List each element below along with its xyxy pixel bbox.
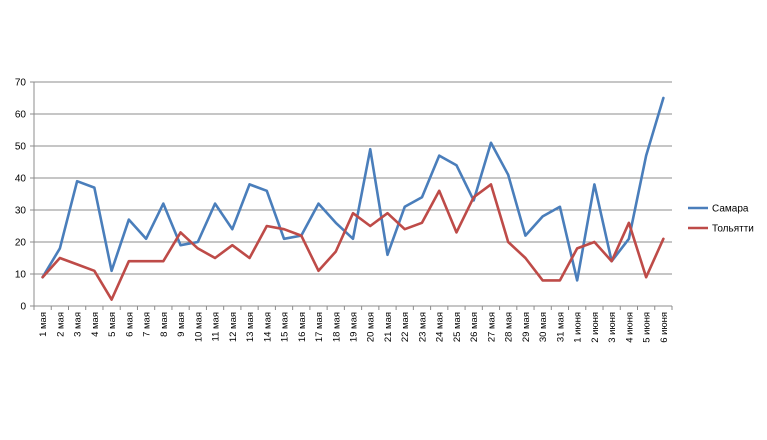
x-tick-label: 1 мая [38,312,49,337]
x-tick-label: 17 мая [314,312,325,342]
gridlines [34,82,672,274]
x-tick-label: 6 мая [124,312,135,337]
x-tick-label: 9 мая [176,312,187,337]
x-tick-label: 16 мая [297,312,308,342]
x-tick-label: 20 мая [366,312,377,342]
y-tick-label: 20 [15,238,27,249]
x-tick-label: 12 мая [228,312,239,342]
x-tick-label: 18 мая [331,312,342,342]
x-tick-label: 14 мая [262,312,273,342]
x-tick-label: 6 июня [659,312,670,343]
x-tick-label: 2 июня [590,312,601,343]
legend: Самара Тольятти [688,204,754,235]
x-tick-label: 3 июня [607,312,618,343]
legend-label: Самара [712,204,749,215]
x-tick-label: 8 мая [159,312,170,337]
x-tick-label: 21 мая [383,312,394,342]
y-tick-label: 60 [15,110,27,121]
x-tick-label: 23 мая [417,312,428,342]
x-tick-label: 25 мая [452,312,463,342]
x-tick-label: 15 мая [280,312,291,342]
series-lines [43,98,664,300]
x-tick-label: 10 мая [193,312,204,342]
x-tick-label: 29 мая [521,312,532,342]
x-tick-label: 31 мая [555,312,566,342]
x-tick-label: 19 мая [349,312,360,342]
x-tick-label: 3 мая [73,312,84,337]
x-tick-label: 30 мая [538,312,549,342]
x-axis-ticks: 1 мая 2 мая 3 мая 4 мая 5 мая 6 мая 7 мая 8 мая… [38,312,670,343]
x-tick-label: 1 июня [573,312,584,343]
y-tick-label: 70 [15,78,27,89]
x-tick-label: 24 мая [435,312,446,342]
x-tick-label: 22 мая [400,312,411,342]
y-tick-label: 30 [15,206,27,217]
x-tick-label: 27 мая [486,312,497,342]
y-tick-label: 10 [15,270,27,281]
x-tick-label: 2 мая [55,312,66,337]
x-tick-label: 5 мая [107,312,118,337]
y-tick-label: 40 [15,174,27,185]
x-tick-label: 28 мая [504,312,515,342]
x-tick-label: 11 мая [211,312,222,341]
series-line [43,98,664,280]
x-tick-label: 4 июня [624,312,635,343]
x-tick-label: 26 мая [469,312,480,342]
x-tick-label: 7 мая [142,312,153,337]
x-tick-label: 13 мая [245,312,256,342]
y-tick-label: 0 [20,302,26,313]
y-tick-label: 50 [15,142,27,153]
x-tick-label: 4 мая [90,312,101,337]
legend-label: Тольятти [712,224,754,235]
x-tick-label: 5 июня [642,312,653,343]
y-axis-ticks: 0 10 20 30 40 50 60 70 [15,78,27,313]
